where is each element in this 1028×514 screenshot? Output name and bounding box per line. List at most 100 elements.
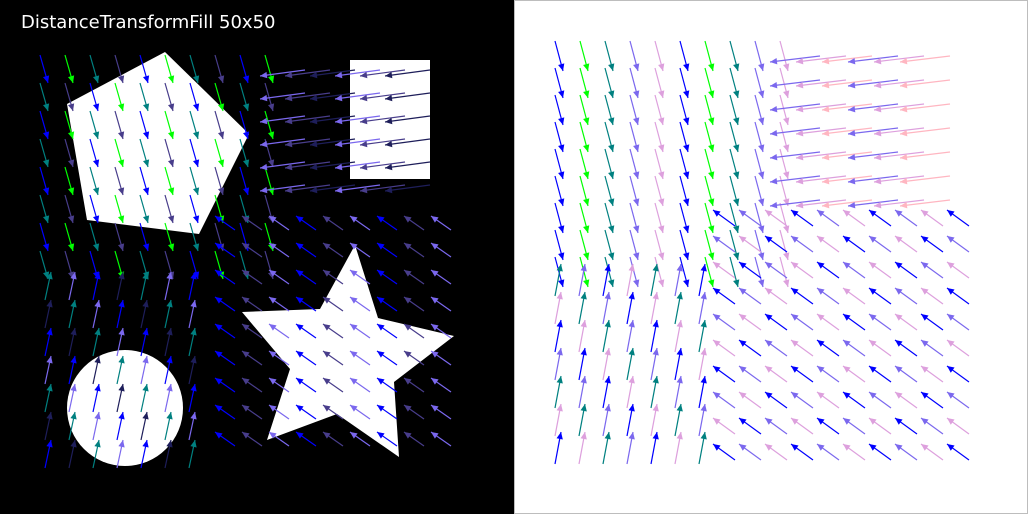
left-arrow-head [385, 117, 393, 125]
diagonal-arrow-head [843, 314, 851, 321]
diagonal-arrow-head [377, 270, 385, 277]
diagonal-arrow-head [791, 262, 799, 269]
down-arrow-head [43, 75, 50, 83]
left-arrow-head [822, 129, 830, 137]
diagonal-arrow-head [895, 418, 903, 425]
diagonal-arrow-head [296, 243, 304, 250]
down-arrow-head [68, 215, 75, 223]
down-arrow-head [683, 279, 690, 287]
up-arrow-head [556, 376, 563, 384]
diagonal-arrow-head [817, 314, 825, 321]
left-arrow [899, 55, 951, 63]
diagonal-arrow-head [296, 405, 304, 412]
diagonal-arrow-head [869, 392, 877, 399]
diagonal-arrow-head [404, 270, 412, 277]
left-arrow [795, 151, 847, 159]
up-arrow-head [142, 356, 149, 364]
diagonal-arrow-head [921, 392, 929, 399]
down-arrow-head [758, 252, 765, 260]
diagonal-arrow-head [843, 366, 851, 373]
diagonal-arrow-head [843, 444, 851, 451]
left-arrow-head [822, 105, 830, 113]
down-arrow-head [68, 131, 75, 139]
left-arrow [847, 79, 899, 87]
up-arrow-head [190, 300, 197, 308]
up-arrow-head [652, 292, 659, 300]
diagonal-arrow-head [869, 444, 877, 451]
down-arrow-head [193, 187, 200, 195]
diagonal-arrow-head [296, 270, 304, 277]
down-arrow-head [43, 187, 50, 195]
down-arrow-head [143, 103, 150, 111]
left-arrow-head [285, 163, 293, 171]
left-arrow-head [796, 177, 804, 185]
down-arrow-head [218, 159, 225, 167]
down-arrow-head [708, 171, 715, 179]
left-arrow [259, 92, 306, 100]
left-arrow-head [310, 117, 318, 125]
diagonal-arrow-head [404, 432, 412, 439]
diagonal-arrow-head [713, 340, 721, 347]
diagonal-arrow-head [921, 236, 929, 243]
left-arrow [847, 151, 899, 159]
up-arrow-head [166, 384, 173, 392]
up-arrow-head [652, 404, 659, 412]
diagonal-arrow-head [242, 216, 250, 223]
diagonal-arrow-head [921, 262, 929, 269]
left-arrow-head [900, 57, 908, 65]
up-arrow-head [580, 348, 587, 356]
down-arrow-head [168, 131, 175, 139]
diagonal-arrow-head [215, 378, 223, 385]
down-arrow-head [683, 90, 690, 98]
down-arrow-head [658, 144, 665, 152]
down-arrow-head [583, 117, 590, 125]
down-arrow-head [118, 187, 125, 195]
up-arrow-head [700, 292, 707, 300]
left-arrow-head [360, 94, 368, 102]
down-arrow-head [218, 131, 225, 139]
left-arrow-head [848, 177, 856, 185]
diagonal-arrow-head [739, 340, 747, 347]
star-shape [242, 245, 454, 457]
left-arrow-head [848, 57, 856, 65]
diagonal-arrow-head [895, 288, 903, 295]
left-arrow [384, 92, 431, 100]
up-arrow-head [46, 440, 53, 448]
down-arrow-head [683, 117, 690, 125]
up-arrow-head [556, 432, 563, 440]
diagonal-arrow-head [791, 288, 799, 295]
down-arrow-head [243, 187, 250, 195]
up-arrow-head [142, 412, 149, 420]
down-arrow-head [168, 215, 175, 223]
left-arrow-head [848, 153, 856, 161]
gradient-vector-field-left [39, 54, 452, 469]
diagonal-arrow-head [215, 432, 223, 439]
diagonal-arrow-head [895, 262, 903, 269]
left-arrow-head [310, 94, 318, 102]
diagonal-arrow-head [242, 378, 250, 385]
down-arrow-head [608, 144, 615, 152]
left-arrow-head [900, 153, 908, 161]
diagonal-arrow-head [377, 378, 385, 385]
down-arrow-head [733, 171, 740, 179]
up-arrow-head [628, 320, 635, 328]
diagonal-arrow-head [739, 236, 747, 243]
left-arrow-head [770, 129, 778, 137]
down-arrow-head [683, 63, 690, 71]
left-arrow-head [900, 105, 908, 113]
diagonal-arrow-head [869, 236, 877, 243]
down-arrow-head [708, 279, 715, 287]
down-arrow-head [268, 131, 275, 139]
left-arrow-head [848, 129, 856, 137]
diagonal-arrow-head [269, 432, 277, 439]
left-arrow-head [848, 105, 856, 113]
up-arrow-head [190, 328, 197, 336]
down-arrow-head [193, 159, 200, 167]
down-arrow-head [93, 75, 100, 83]
diagonal-arrow-head [323, 351, 331, 358]
down-arrow-head [708, 198, 715, 206]
left-arrow [873, 55, 925, 63]
down-arrow-head [683, 144, 690, 152]
left-arrow-head [848, 201, 856, 209]
diagonal-arrow-head [921, 210, 929, 217]
